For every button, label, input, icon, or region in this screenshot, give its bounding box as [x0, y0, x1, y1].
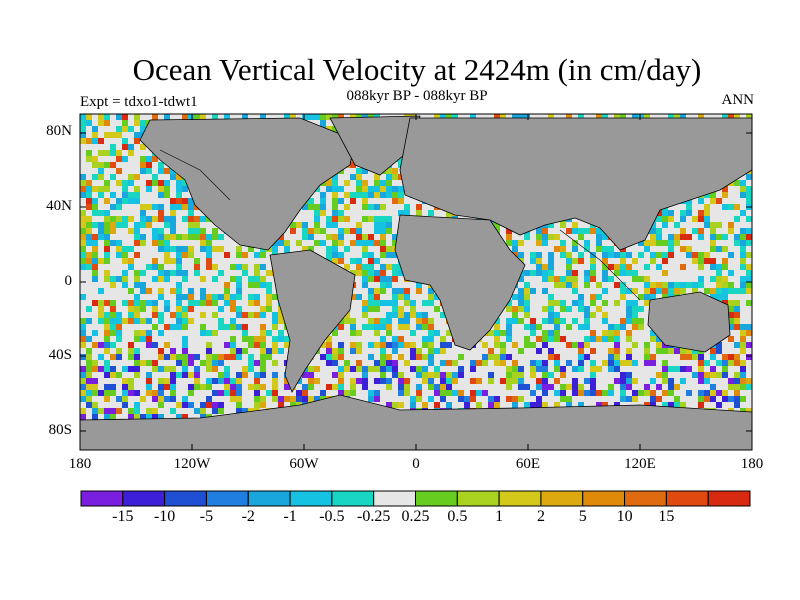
colorbar-label: -10: [153, 508, 176, 525]
lat-label-40s: 40S: [48, 347, 72, 363]
colorbar-box: [373, 490, 416, 507]
colorbar-label: 1: [495, 508, 504, 525]
colorbar-box: [80, 490, 124, 507]
colorbar-label: 0.25: [401, 508, 430, 525]
lat-label-40n: 40N: [46, 198, 72, 214]
land-australia: [647, 291, 731, 353]
colorbar-label: -0.5: [319, 508, 345, 525]
map-field: [80, 114, 752, 450]
colorbar-label: -2: [241, 508, 255, 525]
lon-label-180e: 180: [740, 456, 764, 472]
plot-title: Ocean Vertical Velocity at 2424m (in cm/…: [132, 52, 702, 87]
colorbar-boxes: [80, 490, 751, 507]
colorbar-box: [331, 490, 375, 507]
experiment-label: Expt = tdxo1-tdwt1: [80, 94, 198, 110]
colorbar-box: [205, 490, 249, 507]
colorbar-box: [164, 490, 207, 507]
land-south-america: [269, 249, 356, 393]
lat-label-80n: 80N: [46, 123, 72, 139]
colorbar-label: 0.5: [447, 508, 468, 525]
colorbar-label: -15: [112, 508, 134, 525]
shelf-outline: [159, 149, 641, 301]
colorbar-box: [456, 490, 500, 507]
lon-label-120w: 120W: [173, 456, 211, 472]
colorbar-box: [540, 490, 584, 507]
colorbar-box: [247, 490, 291, 507]
time-label: 088kyr BP - 088kyr BP: [346, 88, 488, 104]
colorbar-box: [624, 490, 667, 507]
colorbar-box: [665, 490, 709, 507]
lon-label-120e: 120E: [624, 456, 656, 472]
colorbar-label: 2: [536, 508, 545, 525]
land-africa: [394, 214, 526, 351]
colorbar-label: -5: [199, 508, 214, 525]
land-eurasia: [399, 117, 752, 251]
land-mask: [80, 115, 752, 450]
colorbar-box: [122, 490, 166, 507]
lon-label-60e: 60E: [515, 456, 541, 472]
colorbar-label: -0.25: [357, 508, 391, 525]
lon-label-0: 0: [412, 456, 420, 472]
colorbar-label: 5: [578, 508, 587, 525]
lat-label-80s: 80S: [48, 422, 72, 438]
season-label: ANN: [721, 92, 755, 108]
colorbar-box: [289, 490, 333, 507]
lat-label-0: 0: [64, 273, 73, 289]
tick-marks: [80, 114, 752, 450]
colorbar-label: -1: [283, 508, 297, 525]
colorbar-box: [707, 490, 751, 507]
lon-label-180w: 180: [68, 456, 92, 472]
colorbar-box: [415, 490, 458, 507]
colorbar-box: [498, 490, 542, 507]
colorbar-box: [582, 490, 626, 507]
colorbar-label: 10: [616, 508, 633, 525]
lon-label-60w: 60W: [289, 456, 319, 472]
land-antarctica: [80, 394, 752, 450]
land-greenland: [329, 115, 421, 176]
colorbar-label: 15: [658, 508, 675, 525]
